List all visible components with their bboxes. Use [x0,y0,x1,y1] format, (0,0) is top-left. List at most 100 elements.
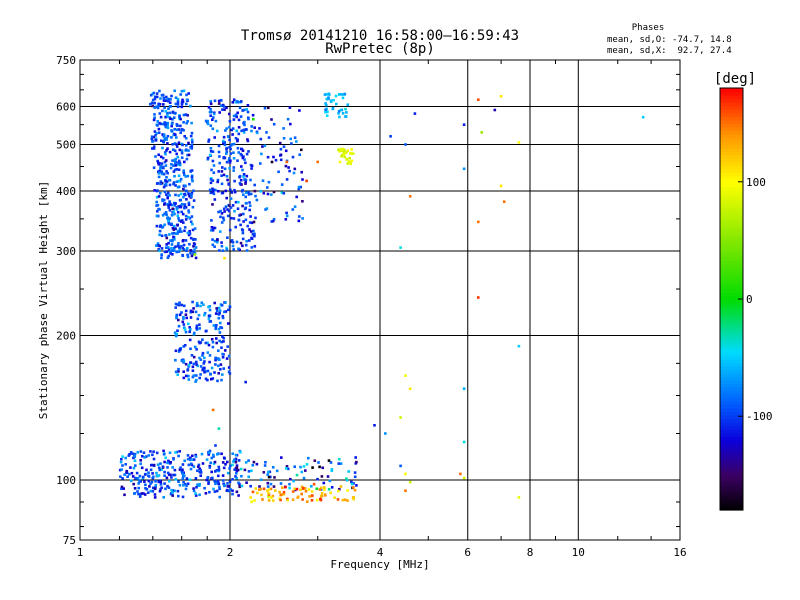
echo-point [198,482,201,486]
echo-point [180,244,183,248]
echo-point [171,207,174,211]
echo-point [170,94,173,98]
echo-point [302,465,306,468]
echo-point [212,189,215,192]
echo-point [174,358,177,362]
echo-point [141,454,144,458]
colorbar-segment [720,204,743,209]
echo-point [190,138,194,142]
colorbar-segment [720,102,743,107]
echo-point [174,306,177,309]
echo-point [158,191,162,195]
echo-point [217,482,221,486]
echo-point [164,124,167,127]
echo-point [160,247,164,250]
echo-point [188,232,192,235]
echo-point [161,465,165,468]
echo-point [159,97,162,100]
echo-point [184,309,188,313]
echo-point [346,499,349,502]
echo-point [222,173,226,177]
echo-point [223,310,226,314]
echo-point [462,167,466,171]
echo-point [251,463,255,467]
echo-point [499,184,503,188]
echo-point [168,194,171,197]
echo-point [285,214,289,218]
echo-point [229,188,232,192]
echo-point [199,365,203,368]
echo-point [339,147,343,151]
echo-point [192,199,196,202]
echo-point [253,245,257,248]
echo-point [187,378,191,381]
echo-point [195,348,198,351]
echo-point [352,486,355,489]
echo-point [231,204,235,207]
echo-point [172,182,175,186]
echo-point [218,312,221,315]
colorbar-segment [720,393,743,399]
echo-point [205,458,209,461]
colorbar-segment [720,126,743,131]
echo-point [162,99,166,102]
echo-point [173,224,176,228]
echo-point [122,487,125,490]
echo-point [158,169,162,172]
echo-point [253,232,256,236]
echo-point [178,163,182,167]
echo-point [176,232,179,235]
colorbar-segment [720,154,743,159]
echo-point [156,210,159,213]
echo-point [185,102,188,106]
echo-point [350,480,353,484]
echo-point [242,212,245,216]
echo-point [216,240,219,244]
echo-point [177,370,180,373]
echo-point [163,470,166,474]
colorbar-segment [720,130,743,135]
echo-point [343,92,347,96]
echo-point [168,116,171,119]
echo-point [258,127,261,130]
colorbar-segment [720,218,743,223]
echo-point [177,205,181,208]
colorbar-segment [720,429,743,434]
echo-point [162,140,165,144]
echo-point [207,482,210,485]
echo-point [157,480,160,484]
echo-point [158,89,161,93]
echo-point [167,178,171,182]
echo-point [147,474,150,477]
echo-point [209,320,213,323]
echo-point [244,206,248,210]
echo-point [271,219,275,223]
echo-point [159,182,162,186]
echo-point [259,162,262,165]
echo-point [263,144,267,148]
echo-point [244,128,248,131]
echo-point [153,101,156,105]
echo-point [331,107,335,111]
echo-point [204,492,208,495]
echo-point [207,106,211,109]
echo-point [223,256,226,260]
echo-point [404,472,407,476]
echo-point [253,189,257,193]
echo-point [160,486,163,490]
echo-point [268,470,272,474]
echo-point [180,156,184,159]
echo-point [181,495,185,499]
echo-point [171,159,174,162]
echo-point [222,156,226,159]
echo-point [182,481,185,484]
colorbar-segment [720,98,743,103]
echo-point [216,178,220,182]
echo-point [229,197,233,200]
colorbar-segment [720,471,743,476]
echo-point [177,174,181,178]
echo-point [180,89,184,93]
echo-point [203,486,206,490]
echo-point [170,136,173,139]
echo-point [186,120,189,123]
